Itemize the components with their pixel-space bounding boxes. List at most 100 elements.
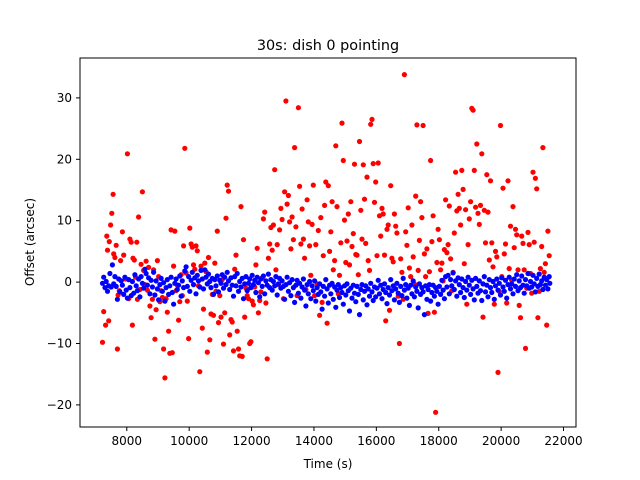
data-point-s0-244 [403,229,409,235]
data-point-s1-166 [307,278,313,285]
data-point-s1-292 [464,287,470,293]
data-point-s0-184 [328,229,334,235]
data-point-s0-208 [358,207,364,213]
data-point-s1-318 [496,280,502,286]
data-point-s1-64 [179,278,185,284]
data-point-s0-91 [212,260,218,266]
data-point-s1-299 [473,275,479,281]
data-point-s0-124 [253,262,259,268]
data-point-s1-152 [289,277,295,283]
data-point-s1-314 [491,296,497,302]
data-point-s1-73 [190,282,197,288]
x-tick-label: 22000 [544,434,582,448]
data-point-s1-221 [375,277,381,283]
data-point-s1-20 [124,295,130,301]
data-point-s1-224 [379,296,385,302]
data-point-s1-126 [257,294,263,300]
data-point-s1-131 [263,278,269,284]
plot-frame [79,57,577,428]
data-point-s1-14 [117,289,123,295]
data-point-s0-236 [393,223,399,229]
data-point-s0-257 [419,215,425,221]
data-point-s1-229 [385,285,391,291]
data-point-s0-227 [381,252,388,258]
data-point-s0-259 [421,251,427,257]
data-point-s1-154 [292,299,298,305]
data-point-s0-4 [104,247,111,253]
data-point-s0-197 [344,238,350,244]
data-point-s1-159 [298,295,304,301]
data-point-s1-222 [376,291,383,297]
data-point-s0-218 [370,161,376,167]
data-point-s1-358 [546,274,552,280]
data-point-s1-38 [147,291,153,297]
data-point-s1-272 [439,277,445,283]
data-point-s0-252 [413,193,419,199]
data-point-s1-188 [334,287,340,293]
data-point-s0-113 [239,353,245,359]
data-point-s1-10 [112,274,118,280]
data-point-s0-228 [383,318,389,324]
y-axis-label: Offset (arcsec) [23,198,37,286]
data-point-s0-243 [401,72,407,78]
data-point-s0-310 [485,209,491,215]
data-point-s1-148 [284,274,290,280]
data-point-s0-7 [108,222,114,228]
data-point-s0-286 [455,191,461,197]
data-point-s0-189 [334,204,340,210]
data-point-s0-237 [394,230,400,236]
data-point-s1-181 [325,300,331,306]
data-point-s1-146 [282,296,288,302]
data-point-s1-282 [451,286,457,293]
data-point-s1-137 [270,278,276,285]
data-point-s0-222 [375,160,381,166]
data-point-s1-271 [438,291,444,297]
data-point-s1-3 [103,278,109,285]
data-point-s0-176 [318,215,324,221]
data-point-s0-172 [313,242,319,248]
data-point-s0-153 [289,214,295,220]
data-point-s0-67 [182,145,188,151]
data-point-s0-102 [225,188,232,194]
data-point-s0-118 [245,296,252,302]
data-point-s0-199 [346,262,353,268]
data-point-s1-187 [333,304,339,310]
data-point-s1-17 [121,291,127,297]
data-point-s1-286 [456,282,462,288]
data-point-s0-253 [414,122,420,128]
data-point-s1-15 [118,278,124,284]
data-point-s0-193 [339,120,345,126]
data-point-s1-45 [156,297,162,303]
data-point-s0-195 [341,217,348,223]
data-point-s1-276 [444,284,450,290]
data-point-s0-230 [385,222,391,228]
data-point-s0-280 [448,256,454,262]
data-point-s0-311 [486,257,492,263]
data-point-s0-9 [110,191,116,197]
y-tick-label: 20 [57,152,72,166]
data-point-s0-162 [300,236,306,242]
data-point-s1-102 [227,286,233,293]
data-point-s1-180 [324,286,330,292]
data-point-s0-226 [380,211,386,217]
data-point-s0-28 [134,239,140,245]
data-point-s1-39 [148,277,154,283]
data-point-s0-324 [502,241,509,247]
data-point-s1-297 [470,286,476,292]
data-point-s0-149 [284,201,290,207]
data-point-s0-156 [293,224,299,230]
data-point-s0-200 [348,199,354,205]
data-point-s0-323 [501,251,507,257]
data-point-s0-138 [270,222,276,228]
data-point-s0-355 [541,269,547,275]
data-point-s0-159 [297,183,303,189]
data-point-s0-160 [298,241,304,247]
data-point-s1-295 [468,291,474,297]
data-point-s1-82 [202,267,208,273]
data-point-s1-4 [104,288,111,294]
data-point-s0-240 [398,256,404,262]
data-point-s0-0 [99,339,106,345]
data-point-s0-71 [187,225,193,231]
data-point-s1-274 [441,296,447,302]
data-point-s0-254 [415,267,421,273]
